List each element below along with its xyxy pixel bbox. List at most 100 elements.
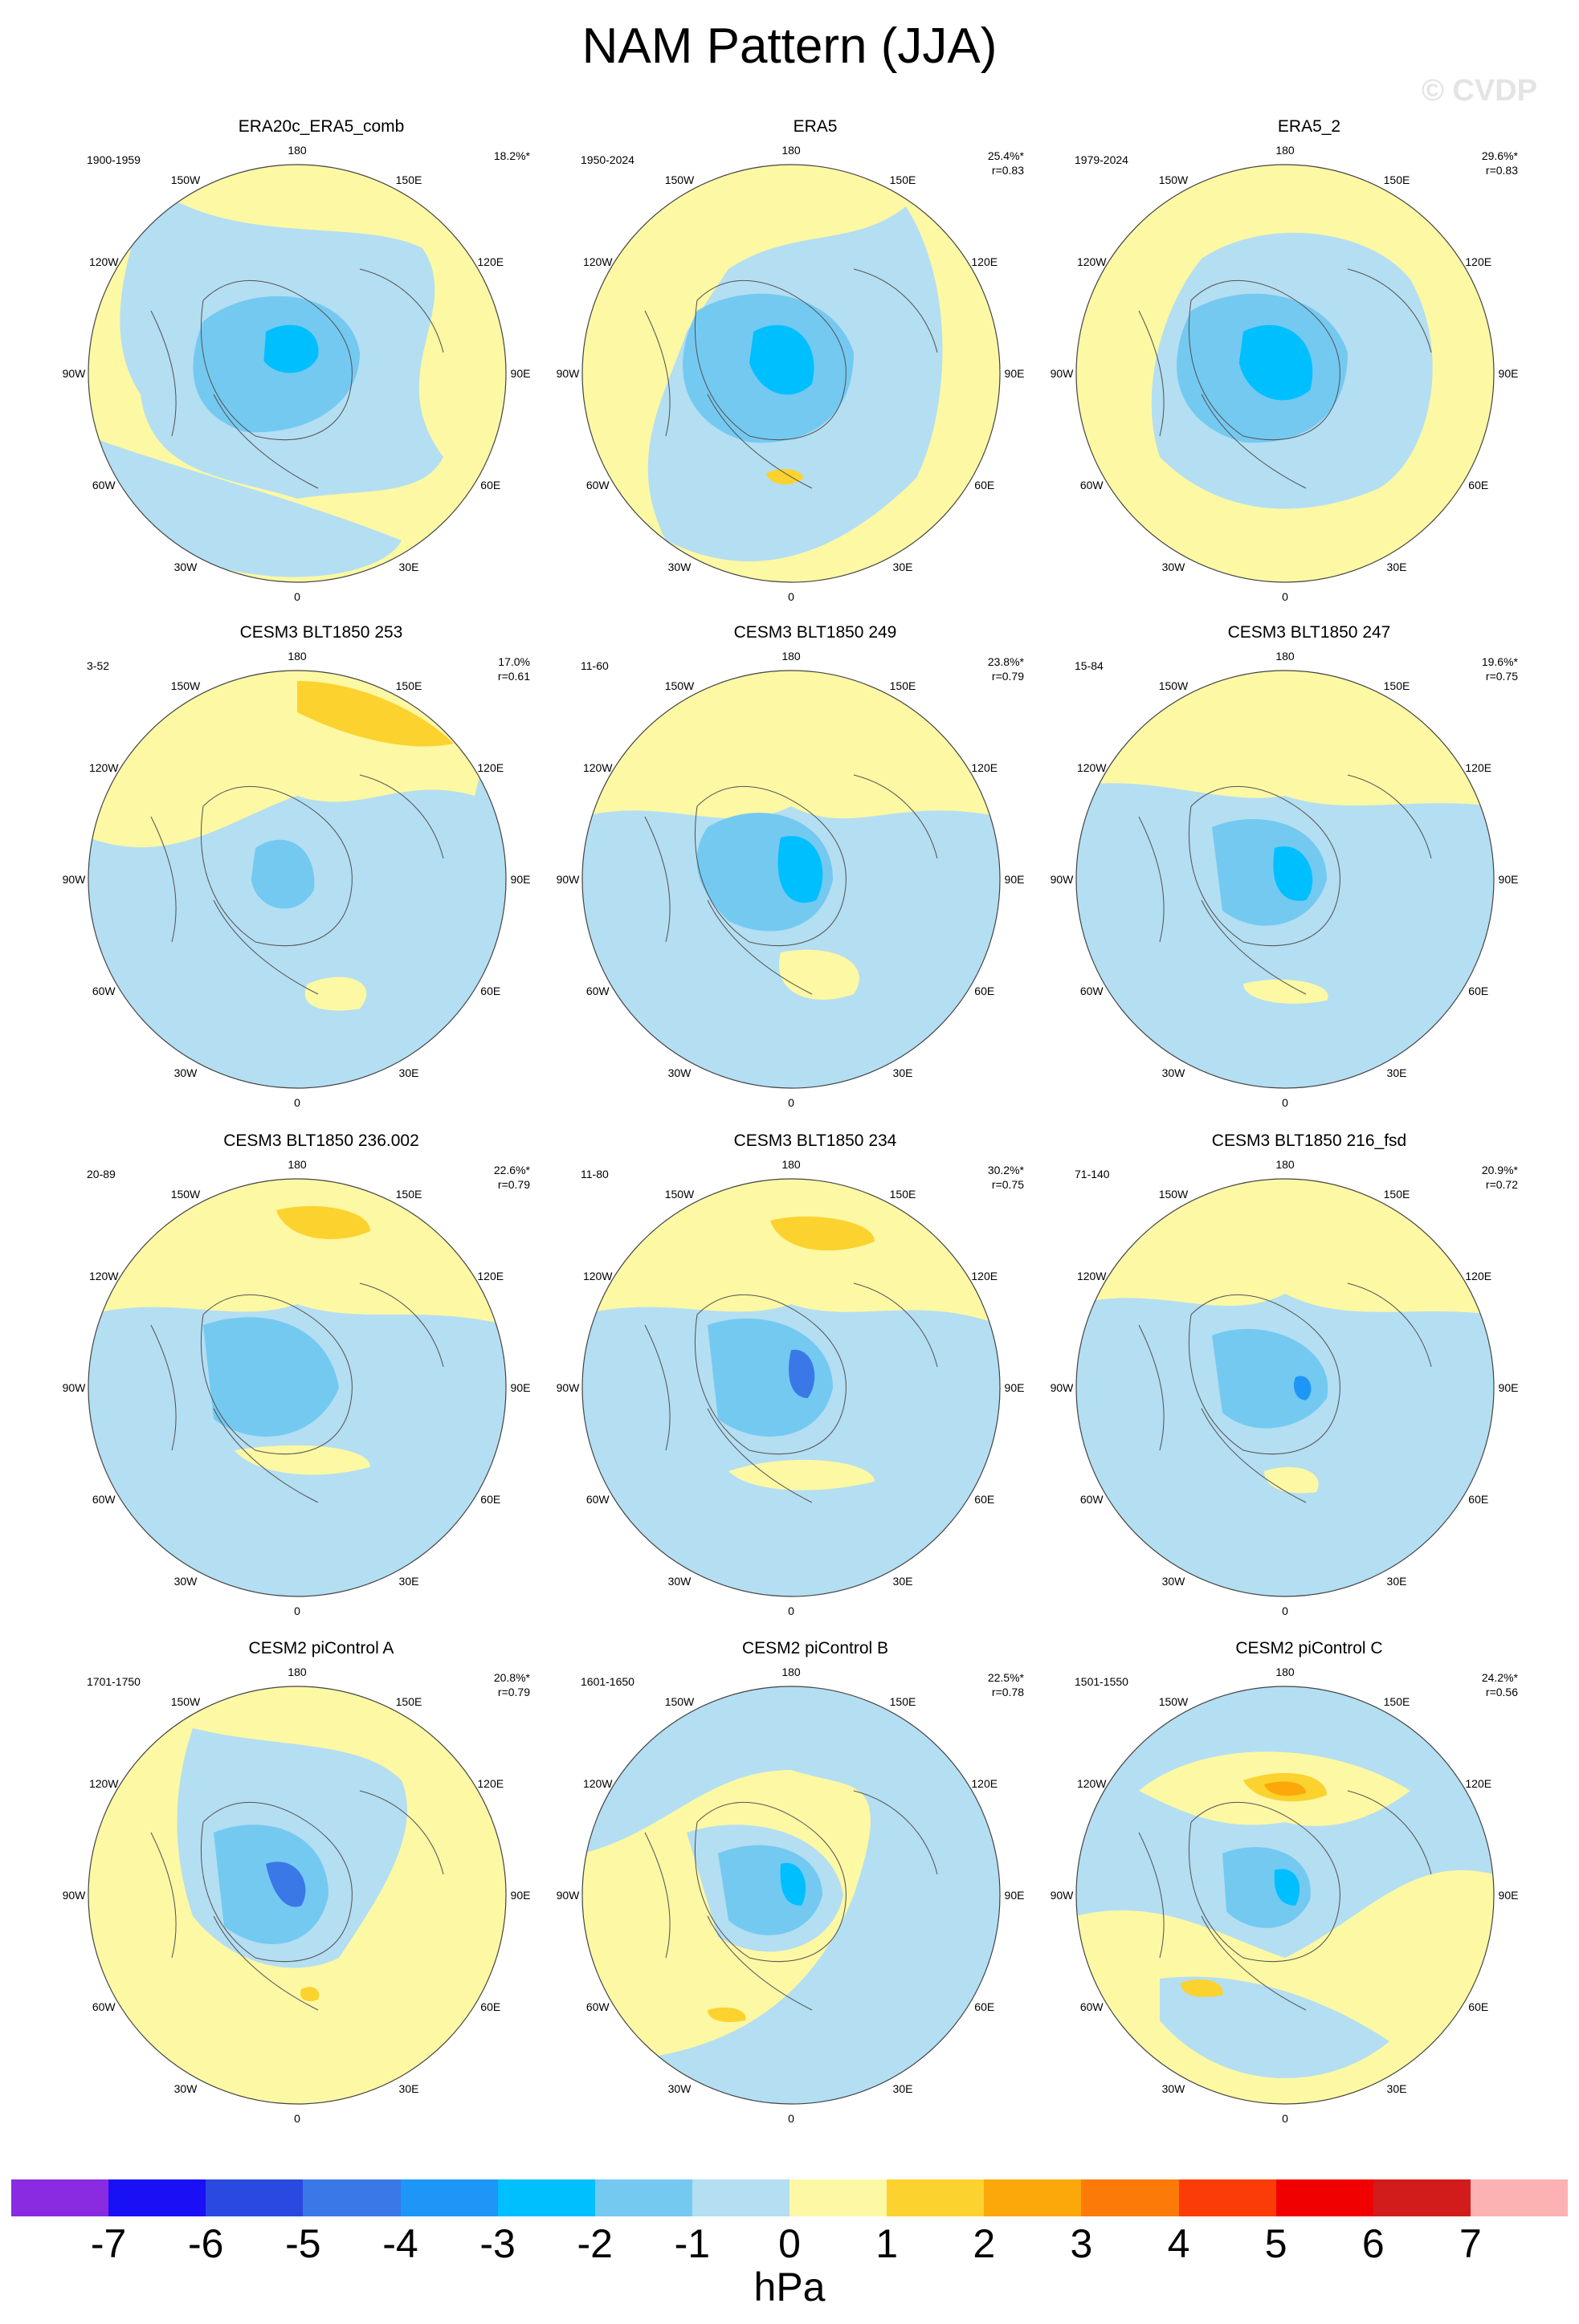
map-panel: CESM2 piControl C 180 150E 120E 90E 60E 30E 0 30…	[1051, 1638, 1558, 2125]
panel-title: CESM3 BLT1850 249	[733, 623, 897, 642]
colorbar-box	[1081, 2179, 1179, 2216]
longitude-label: 0	[788, 1604, 794, 1617]
coastline	[644, 268, 938, 489]
contour-region	[765, 469, 804, 485]
longitude-label: 30W	[173, 2081, 198, 2095]
longitude-label: 120W	[1076, 1777, 1107, 1790]
longitude-label: 30E	[1386, 560, 1407, 573]
stats-label: 20.8%* r=0.79	[494, 1670, 530, 1699]
longitude-label: 30W	[173, 1574, 198, 1588]
years-label: 11-80	[581, 1168, 609, 1180]
colorbar-tick-label: 4	[1167, 2221, 1190, 2266]
stats-label: 24.2%* r=0.56	[1482, 1670, 1518, 1699]
longitude-label: 0	[788, 2112, 794, 2125]
variance-pct: 17.0%	[498, 655, 530, 668]
contour-region	[777, 835, 823, 903]
longitude-label: 60E	[480, 2000, 501, 2013]
longitude-label: 60E	[1468, 985, 1489, 997]
contour-region	[1243, 979, 1328, 1004]
map-border	[88, 1686, 507, 2105]
contour-region	[770, 1216, 875, 1251]
contour-region	[582, 671, 1000, 819]
polar-map	[581, 164, 1001, 583]
map-panel: CESM3 BLT1850 247 180 150E 120E 90E 60E 30E 0 30…	[1051, 622, 1558, 1109]
longitude-label: 60W	[92, 2000, 116, 2013]
years-label: 1950-2024	[581, 153, 634, 166]
map-panel: CESM3 BLT1850 234 180 150E 120E 90E 60E 30E 0 30…	[557, 1131, 1064, 1617]
colorbar-tick-label: -6	[188, 2221, 224, 2266]
variance-pct: 22.6%*	[493, 1164, 530, 1176]
longitude-label: 0	[1282, 590, 1288, 603]
longitude-label: 120W	[582, 1270, 613, 1282]
longitude-label: 120W	[88, 1270, 119, 1282]
contour-region	[88, 1179, 506, 1325]
colorbar-box	[1178, 2179, 1276, 2216]
contour-region	[276, 1205, 370, 1240]
contour-region	[1212, 1328, 1328, 1429]
map-panel: ERA20c_ERA5_comb 180 150E 120E 90E 60E 30E 0 30W…	[63, 116, 570, 603]
longitude-label: 150E	[1383, 1695, 1410, 1709]
longitude-label: 90W	[1050, 367, 1074, 380]
colorbar-box	[594, 2179, 692, 2216]
longitude-label: 0	[788, 1096, 794, 1109]
longitude-label: 60E	[1468, 2000, 1489, 2013]
longitude-label: 150W	[664, 173, 695, 187]
variance-pct: 20.9%*	[1481, 1164, 1518, 1176]
panel-title: CESM3 BLT1850 216_fsd	[1211, 1131, 1407, 1150]
variance-pct: 29.6%*	[1481, 149, 1518, 162]
longitude-label: 30W	[667, 2081, 692, 2095]
polar-map	[1075, 164, 1495, 583]
coastline	[644, 774, 938, 995]
longitude-label: 150E	[395, 1188, 422, 1201]
longitude-label: 90E	[1004, 367, 1025, 380]
longitude-label: 180	[781, 1666, 801, 1678]
map-border	[581, 1178, 1001, 1597]
panel-title: CESM2 piControl B	[741, 1639, 889, 1657]
coastline	[150, 268, 444, 489]
years-label: 1501-1550	[1075, 1675, 1128, 1688]
longitude-label: 30E	[398, 1574, 419, 1588]
longitude-label: 60E	[480, 985, 501, 997]
contour-region	[1273, 846, 1313, 901]
map-panel: CESM2 piControl B 180 150E 120E 90E 60E 30E 0 30…	[557, 1638, 1064, 2125]
colorbar-tick-label: -7	[90, 2221, 127, 2266]
variance-pct: 22.5%*	[987, 1671, 1024, 1684]
colorbar-box	[984, 2179, 1082, 2216]
polar-map	[1075, 1686, 1495, 2105]
contour-region	[1076, 1179, 1494, 1315]
stats-label: 30.2%* r=0.75	[988, 1163, 1024, 1192]
variance-pct: 30.2%*	[987, 1164, 1024, 1176]
longitude-label: 120E	[971, 255, 998, 268]
polar-map	[88, 1178, 507, 1597]
longitude-label: 150W	[1158, 173, 1189, 187]
longitude-label: 90E	[1498, 1381, 1519, 1394]
longitude-label: 30W	[667, 1574, 692, 1588]
map-border	[581, 1686, 1001, 2105]
polar-map	[581, 1686, 1001, 2105]
longitude-label: 150E	[889, 1188, 916, 1201]
figure-title: NAM Pattern (JJA)	[581, 18, 998, 74]
longitude-label: 120W	[582, 255, 613, 268]
contour-region	[582, 1179, 1000, 1325]
longitude-label: 180	[288, 1666, 307, 1678]
longitude-label: 150E	[395, 679, 422, 693]
longitude-label: 180	[288, 650, 307, 663]
map-border	[88, 670, 507, 1089]
stats-label: 25.4%* r=0.83	[988, 149, 1024, 177]
longitude-label: 120E	[971, 1777, 998, 1790]
longitude-label: 0	[294, 590, 300, 603]
longitude-label: 0	[294, 1604, 300, 1617]
contour-region	[1294, 1376, 1312, 1401]
longitude-label: 60W	[585, 1493, 610, 1506]
map-border	[1075, 1178, 1495, 1597]
longitude-label: 60W	[1079, 985, 1104, 997]
coastline	[644, 1282, 938, 1503]
contour-region	[1264, 1781, 1306, 1796]
contour-region	[1238, 324, 1313, 401]
longitude-label: 30E	[892, 1574, 913, 1588]
panel-title: CESM3 BLT1850 236.002	[223, 1131, 419, 1150]
years-label: 11-60	[581, 659, 609, 672]
colorbar-box	[1470, 2179, 1568, 2216]
longitude-label: 30E	[892, 2081, 913, 2095]
longitude-label: 90E	[1004, 873, 1025, 886]
